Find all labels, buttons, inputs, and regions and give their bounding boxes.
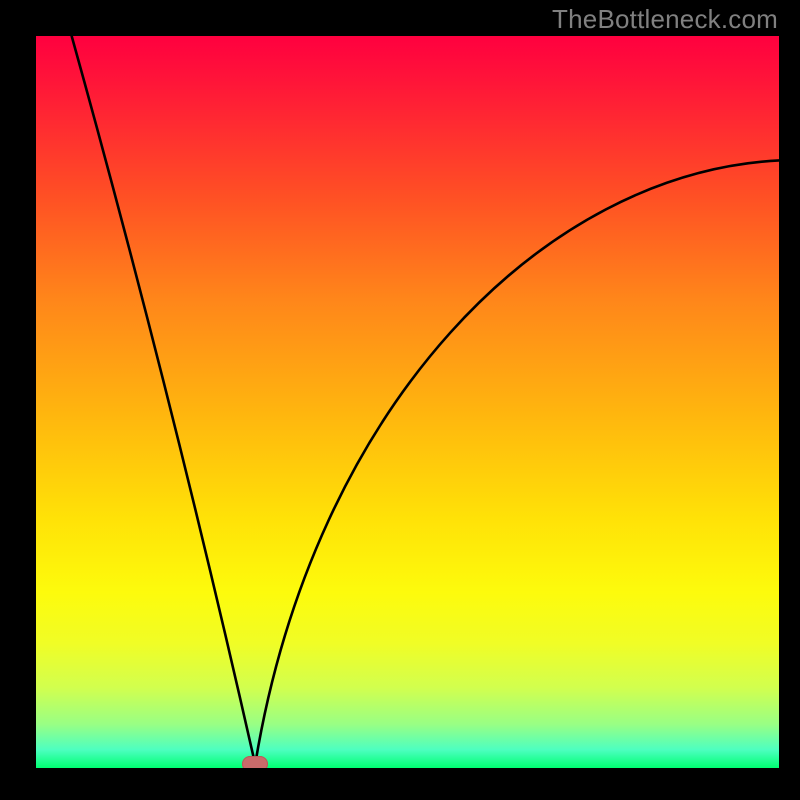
bottleneck-curve — [36, 36, 779, 768]
plot-area — [36, 36, 779, 768]
watermark-text: TheBottleneck.com — [552, 4, 778, 35]
optimum-marker — [242, 756, 268, 768]
curve-path — [72, 36, 779, 764]
